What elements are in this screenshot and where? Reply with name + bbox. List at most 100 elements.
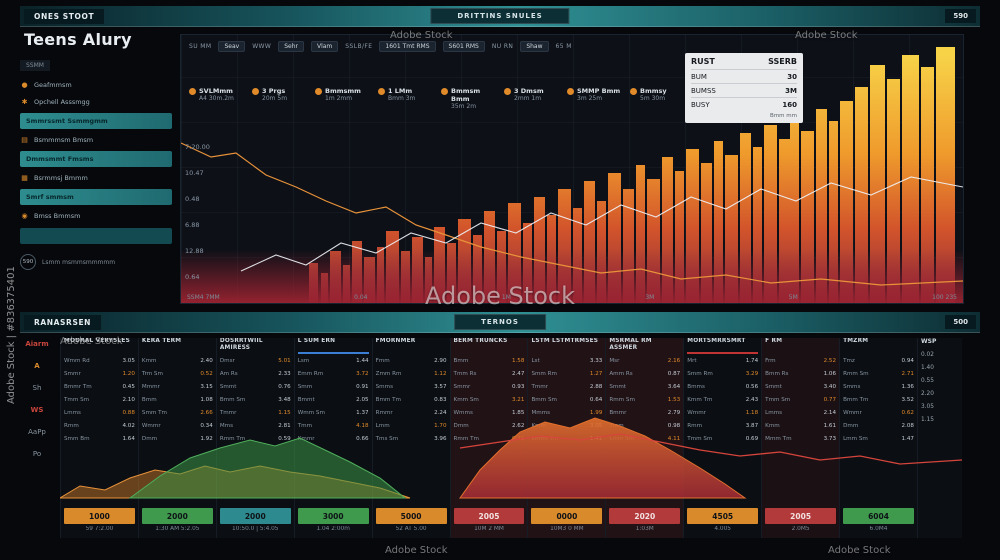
table-row: Kmm 3.05	[531, 419, 602, 432]
sidebar-badge: 590	[20, 254, 36, 270]
column-header[interactable]: MSRMAL RM ASSMER	[609, 338, 652, 351]
rail-icon-sh[interactable]: Sh	[32, 384, 42, 392]
column-header[interactable]: LSTM LSTMTRMSES	[531, 338, 599, 344]
cell-label: Fmm	[375, 357, 390, 364]
table-row: Lst 3.33	[531, 354, 602, 367]
table-row: Tmz 0.94	[843, 354, 914, 367]
table-column: MORTSMRRSMRT Mrt 1.74 Smm Rm 3.29 Bmms 0.56 Kmm…	[683, 338, 761, 538]
sidebar-item[interactable]: ◉ Bmss Bmmsm	[20, 209, 172, 223]
sidebar-item[interactable]: ✱ Opchell Asssmgg	[20, 95, 172, 109]
toolbar-tag[interactable]: S601 RMS	[442, 41, 485, 52]
stat-chip-icon	[378, 88, 385, 95]
table-row: Tmm Sm 2.10	[64, 393, 135, 406]
cell-value: 3.21	[511, 396, 525, 403]
table-row: Bmm 1.58	[454, 354, 525, 367]
table-row: Msr 2.16	[609, 354, 680, 367]
toolbar-tag[interactable]: Sehr	[278, 41, 304, 52]
stats-panel: RUST SSERB BUM 30 BUMSS 3M BUSY 160 Bmm mm	[685, 53, 803, 123]
panel-row-value: 30	[787, 72, 797, 81]
sidebar-footer: 590 Lsmm msmmsmmmmm	[20, 254, 172, 270]
column-header[interactable]: TMZRM	[843, 338, 869, 344]
bottom-header-tab[interactable]: TERNOS	[454, 314, 546, 330]
cell-label: Smm Rm	[531, 370, 557, 377]
cell-value: 3.57	[434, 383, 447, 390]
cell-value: 2.33	[278, 370, 291, 377]
column-header[interactable]: DOSRRTWIIL AMIRESS	[219, 338, 263, 351]
cell-label: Mms	[219, 422, 234, 429]
rail-icon-ws[interactable]: WS	[30, 406, 44, 414]
stat-chip-icon	[189, 88, 196, 95]
rail-icon-aiarm[interactable]: Aiarm	[25, 340, 49, 348]
cell-label: Tmm Sm	[765, 396, 791, 403]
cell-value: 2.14	[823, 409, 837, 416]
bottom-header-title: RANASRSEN	[24, 314, 102, 330]
column-spacer	[142, 445, 213, 506]
toolbar-label: SU MM	[189, 43, 212, 50]
toolbar-tag[interactable]: 1601 Tmt RMS	[379, 41, 436, 52]
cell-value: 2.71	[901, 370, 914, 377]
column-header[interactable]: MODRAL VERYSLES	[64, 338, 130, 344]
column-header[interactable]: F RM	[765, 338, 783, 344]
y-tick: 0.48	[185, 195, 200, 203]
cell-label: Smm Tm	[141, 409, 167, 416]
bottom-icon-rail: Aiarm A Sh WS AaPp Po	[20, 340, 54, 458]
sidebar-button[interactable]: Smmrssmt Ssmmgmm	[20, 113, 172, 129]
cell-value: 3.73	[823, 435, 837, 442]
column-axis-label: 2.0M5	[791, 526, 810, 532]
table-column: L SUM ERN Lsm 1.44 Emm Rm 3.72 Smm 0.91 Bmmt 2.0…	[293, 338, 372, 538]
sidebar-footer-label: Lsmm msmmsmmmmm	[42, 258, 116, 266]
table-row: Kmmr 0.66	[298, 432, 369, 445]
table-row: Lmm 1.70	[376, 419, 447, 432]
sidebar-item[interactable]: ▦ Bsrmmsj Bmmm	[20, 171, 172, 185]
toolbar-tag[interactable]: Shaw	[520, 41, 549, 52]
watermark: Adobe Stock	[385, 545, 448, 556]
panel-row-value: 3M	[785, 86, 797, 95]
y-tick: 6.88	[185, 221, 200, 229]
cell-label: Zmm Rm	[375, 370, 402, 377]
x-axis-label: 5M	[788, 294, 798, 301]
x-axis-label: 0.04	[354, 294, 368, 301]
cell-value: 0.45	[122, 383, 135, 390]
toolbar-tag[interactable]: Vlam	[310, 41, 339, 52]
table-row: Smm Bm 1.64	[64, 432, 135, 445]
column-header[interactable]: L SUM ERN	[297, 338, 369, 354]
stat-chip-text: Bmmsm Bmm 35m 2m	[451, 87, 499, 111]
cell-value: 1.44	[356, 357, 369, 364]
stat-chip-icon	[567, 88, 574, 95]
cell-value: 1.92	[200, 435, 213, 442]
stat-chip-text: 1 LMm Bmm 3m	[388, 87, 415, 103]
column-header[interactable]: MORTSMRRSMRT	[687, 338, 759, 354]
sidebar-button[interactable]: Dmmsmmt Fmsms	[20, 151, 172, 167]
cell-label: Mmm Tm	[765, 435, 792, 442]
sidebar-item[interactable]: ● Geafmmsm	[20, 78, 172, 92]
cell-value: 2.08	[901, 422, 914, 429]
toolbar-tag[interactable]: Seav	[218, 41, 246, 52]
sidebar-item[interactable]: ▤ Bsmmmsm Bmsm	[20, 133, 172, 147]
cell-label: Rmm Tm	[453, 435, 479, 442]
table-row: Rmm Sm 2.71	[843, 367, 914, 380]
stat-chip-icon	[252, 88, 259, 95]
table-row: Lmm Sm 1.47	[843, 432, 914, 445]
panel-row-label: BUMSS	[691, 86, 716, 95]
cell-label: Amm Rs	[609, 370, 633, 377]
sidebar-block[interactable]	[20, 228, 172, 244]
rail-icon-a[interactable]: A	[34, 362, 40, 370]
table-row: Tmm Sm 0.77	[765, 393, 836, 406]
table-row: Mms 2.81	[220, 419, 291, 432]
column-axis-label: 1:03M	[635, 526, 654, 532]
cell-value: 3.52	[901, 396, 914, 403]
rail-icon-aapp[interactable]: AaPp	[28, 428, 46, 436]
column-header[interactable]: KERA TERM	[141, 338, 182, 344]
top-header-tab[interactable]: DRITTINS SNULES	[430, 8, 570, 24]
table-row: Tms Sm 3.96	[376, 432, 447, 445]
table-row: Trm Sm 0.52	[142, 367, 213, 380]
column-header[interactable]: BERM TRUNCKS	[453, 338, 508, 344]
table-row: Rmm Tm 0.71	[454, 432, 525, 445]
cell-label: Rmm	[64, 422, 79, 429]
table-row: Frm 2.52	[765, 354, 836, 367]
rail-icon-po[interactable]: Po	[32, 450, 42, 458]
column-header[interactable]: FMORNMER	[375, 338, 416, 344]
sidebar-button[interactable]: Smrf smmsm	[20, 189, 172, 205]
cell-label: Smm Rm	[687, 370, 713, 377]
cell-value: 3.05	[122, 357, 135, 364]
